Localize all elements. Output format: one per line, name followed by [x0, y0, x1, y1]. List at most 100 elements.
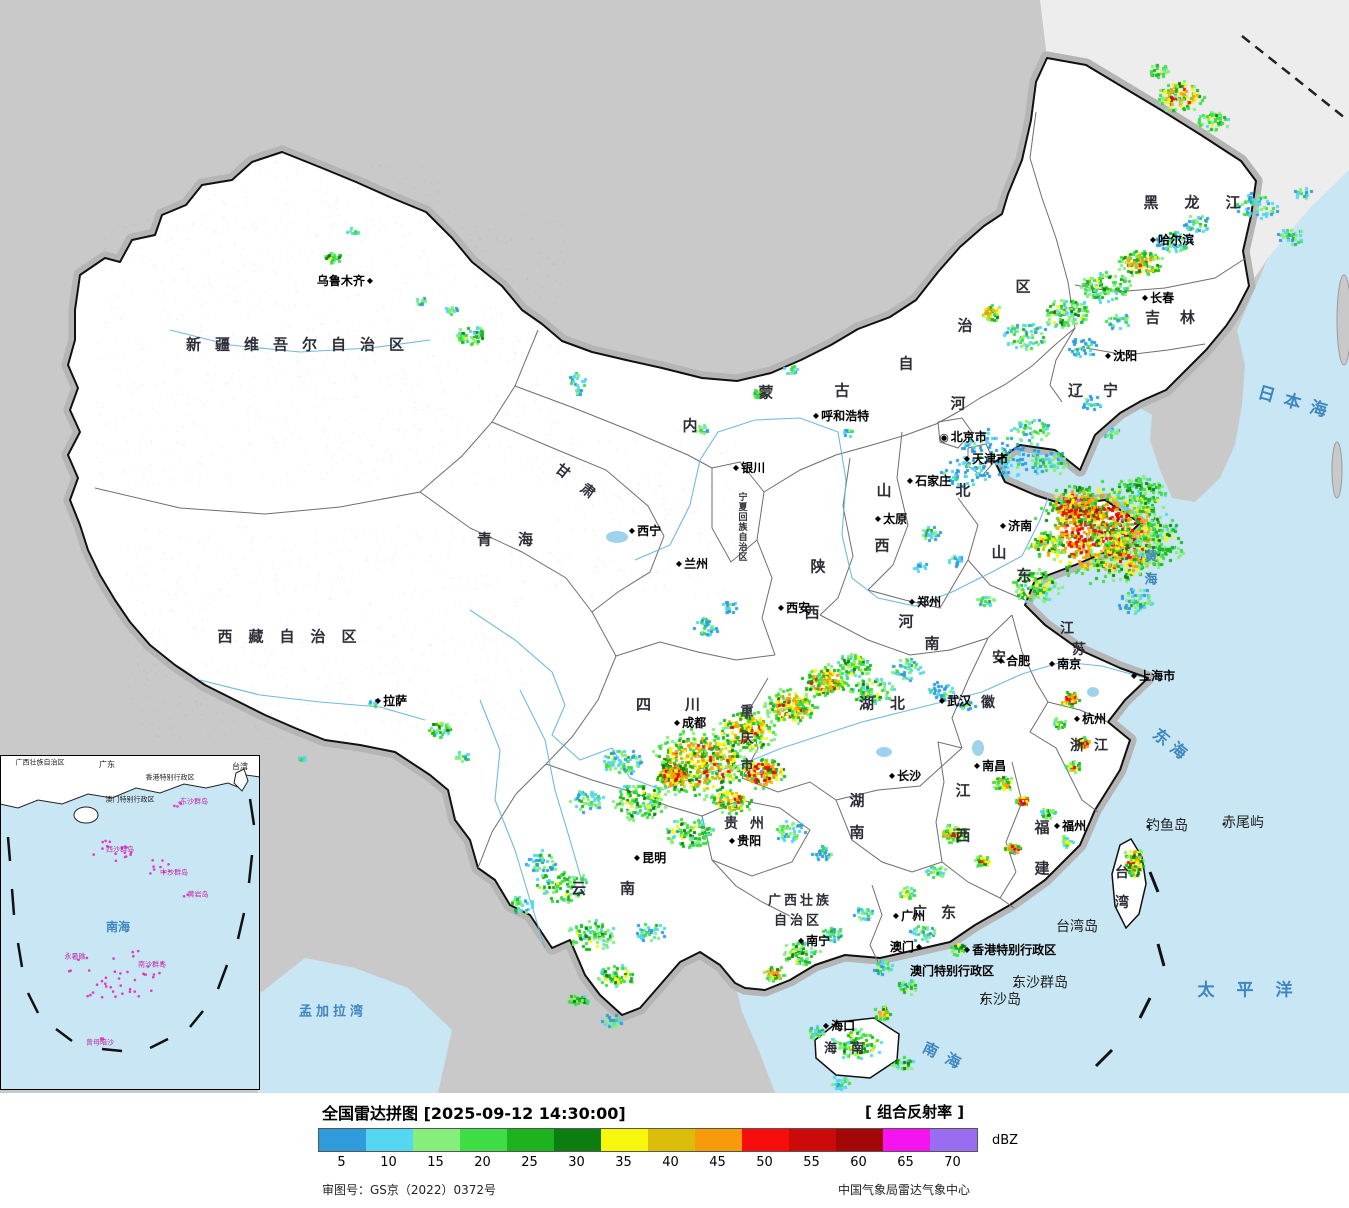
city-name: 南昌 [982, 759, 1007, 773]
legend-color-swatch [883, 1129, 930, 1151]
province-label: 重 [740, 704, 754, 720]
city-label: 澳门特别行政区 [910, 965, 994, 977]
city-label: ◆ 昆明 [634, 852, 666, 864]
city-marker-icon: ◆ [1073, 714, 1081, 723]
archipelago-dot [89, 993, 92, 997]
city-label: 澳门 ◆ [890, 941, 922, 953]
sea-label: 黄海 [1141, 549, 1157, 595]
archipelago-dot [128, 987, 132, 991]
archipelago-dot [131, 950, 134, 954]
archipelago-dot [92, 853, 95, 856]
inset-label: 南海 [105, 920, 131, 934]
archipelago-dot [123, 851, 127, 855]
city-label: ◆ 贵阳 [729, 835, 761, 847]
archipelago-dot [143, 973, 146, 976]
province-label: 徽 [981, 695, 995, 711]
city-marker-icon: ◆ [1053, 821, 1061, 830]
archipelago-dot [151, 859, 154, 862]
province-label: 甘肃 [551, 460, 613, 514]
inset-hainan [73, 806, 99, 824]
province-label: 云南 [570, 879, 670, 898]
inset-label: 东沙群岛 [180, 797, 208, 806]
province-label: 蒙 [758, 383, 774, 402]
city-label: ◆ 兰州 [676, 558, 708, 570]
city-marker-icon: ◆ [999, 521, 1007, 530]
province-label: 自 [898, 354, 914, 373]
city-name: 贵阳 [737, 834, 762, 848]
city-marker-icon: ◆ [728, 836, 736, 845]
city-name: 澳门特别行政区 [909, 964, 995, 978]
city-name: 香港特别行政区 [972, 943, 1057, 957]
city-label: ◆ 南京 [1049, 658, 1081, 670]
inset-label: 香港特别行政区 [145, 773, 195, 782]
archipelago-dot [152, 868, 156, 871]
archipelago-dot [167, 863, 170, 866]
city-name: 呼和浩特 [821, 409, 870, 423]
inset-label: 广东 [99, 760, 115, 769]
province-label: 青海 [476, 530, 560, 549]
city-marker-icon: ◆ [822, 1021, 830, 1030]
island-label: 东沙群岛 [1012, 975, 1068, 991]
archipelago-dot [146, 965, 150, 968]
city-label: ◆ 香港特别行政区 [964, 944, 1056, 956]
province-label: 山 [876, 481, 892, 500]
city-name: 郑州 [917, 595, 942, 609]
city-marker-icon: ◆ [628, 526, 636, 535]
inset-label: 西沙群岛 [106, 845, 134, 854]
archipelago-dot [173, 804, 176, 808]
city-label: ◆ 武汉 [939, 695, 971, 707]
archipelago-dot [101, 847, 104, 850]
province-label: 广东 [911, 903, 971, 922]
city-name: 济南 [1008, 519, 1033, 533]
archipelago-dot [133, 978, 137, 982]
province-label: 湖北 [858, 694, 922, 713]
city-name: 上海市 [1139, 669, 1176, 683]
legend-tick-label: 5 [337, 1155, 346, 1170]
legend-color-swatch [319, 1129, 366, 1151]
city-marker-icon: ◆ [675, 559, 683, 568]
archipelago-dot [87, 969, 91, 972]
city-label: ◉ 北京市 [939, 431, 987, 443]
archipelago-dot [117, 977, 121, 980]
inset-taiwan [233, 768, 249, 792]
legend-color-swatch [742, 1129, 789, 1151]
city-marker-icon: ◆ [797, 936, 805, 945]
archipelago-dot [112, 957, 115, 960]
province-label: 贵州 [724, 816, 776, 832]
archipelago-dot [77, 958, 80, 962]
city-label: ◆ 海口 [823, 1020, 855, 1032]
archipelago-dot [159, 865, 162, 869]
city-name: 天津市 [972, 452, 1009, 466]
province-label: 浙江 [1070, 738, 1118, 754]
archipelago-dot [99, 1037, 103, 1040]
island-dot [1014, 983, 1018, 987]
archipelago-dot [152, 865, 155, 868]
city-label: 乌鲁木齐 ◆ [317, 275, 373, 287]
legend-panel: 全国雷达拼图 [2025-09-12 14:30:00] [ 组合反射率 ] d… [0, 1093, 1349, 1208]
city-name: 长沙 [897, 769, 922, 783]
city-label: ◆ 呼和浩特 [813, 410, 869, 422]
archipelago-dot [104, 839, 107, 843]
data-source: 中国气象局雷达气象中心 [838, 1183, 971, 1197]
province-label: 古 [834, 381, 850, 400]
archipelago-dot [121, 992, 124, 995]
city-name: 石家庄 [915, 474, 952, 488]
inset-nine-dash-line [6, 798, 256, 1053]
archipelago-dot [182, 895, 186, 898]
province-label: 西藏自治区 [217, 627, 373, 646]
province-label: 台 [1115, 865, 1129, 881]
city-name: 杭州 [1082, 712, 1107, 726]
island-label: 台湾岛 [1056, 919, 1098, 935]
city-marker-icon: ◆ [888, 771, 896, 780]
province-label: 河 [898, 612, 914, 631]
approval-number: 审图号：GS京（2022）0372号 [322, 1183, 496, 1197]
province-label: 北 [955, 481, 971, 500]
city-marker-icon: ◆ [997, 656, 1005, 665]
province-label: 区 [1015, 277, 1031, 296]
archipelago-dot [150, 989, 153, 992]
unit-label: dBZ [992, 1133, 1019, 1148]
province-label: 西 [874, 536, 890, 555]
inset-label: 台湾 [232, 762, 248, 771]
city-label: ◆ 合肥 [998, 655, 1030, 667]
archipelago-dot [100, 979, 104, 983]
